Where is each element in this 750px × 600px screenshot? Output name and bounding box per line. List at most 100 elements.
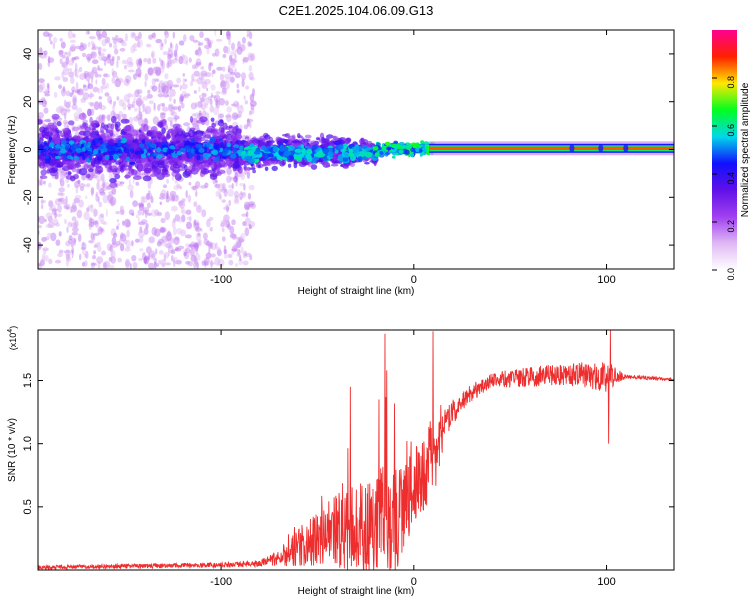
spectrogram-cell: [219, 138, 223, 142]
spectrogram-speckle: [169, 95, 172, 102]
spectrogram-speckle: [173, 194, 179, 202]
spectrogram-speckle: [185, 260, 190, 265]
spectrogram-speckle: [109, 245, 114, 252]
spectrogram-speckle: [59, 178, 65, 187]
spectrogram-speckle: [64, 203, 71, 210]
spectrogram-speckle: [55, 239, 61, 246]
spectrogram-speckle: [63, 250, 71, 254]
spectrogram-speckle: [97, 196, 100, 203]
spectrogram-speckle: [249, 203, 256, 209]
spectrogram-speckle: [180, 207, 185, 212]
spectrogram-speckle: [150, 196, 154, 204]
spectrogram-speckle: [236, 101, 240, 110]
spectrogram-cell: [384, 152, 391, 155]
spectrogram-cell: [166, 148, 172, 154]
spectrogram-speckle: [90, 52, 96, 57]
spectrogram-cell: [141, 123, 146, 128]
spectrogram-speckle: [128, 69, 135, 73]
spectrogram-speckle: [47, 83, 50, 93]
spectrogram-speckle: [93, 250, 96, 255]
spectrogram-cell: [322, 147, 329, 155]
spectrogram-speckle: [163, 30, 169, 35]
spectrogram-speckle: [203, 239, 210, 245]
spectrogram-speckle: [69, 47, 72, 57]
spectrogram-cell: [144, 167, 151, 172]
spectrogram-cell: [48, 152, 52, 156]
spectrogram-cell: [139, 143, 145, 148]
spectrogram-speckle: [139, 226, 143, 234]
spectrogram-speckle: [144, 117, 148, 126]
spectrogram-speckle: [218, 113, 224, 119]
spectrogram-speckle: [160, 112, 166, 120]
spectrogram-speckle: [227, 223, 231, 230]
spectrogram-speckle: [93, 208, 98, 218]
spectrogram-cell: [79, 125, 89, 129]
spectrogram-speckle: [97, 34, 100, 40]
spectrogram-x-axis-label: Height of straight line (km): [298, 286, 415, 297]
spectrogram-cell: [110, 115, 117, 124]
spectrogram-speckle: [205, 72, 212, 78]
spectrogram-speckle: [181, 214, 186, 223]
spectrogram-speckle: [163, 254, 166, 262]
spectrogram-cell: [39, 175, 48, 179]
spectrogram-speckle: [97, 47, 102, 55]
spectrogram-speckle: [100, 52, 105, 57]
spectrogram-speckle: [59, 58, 63, 65]
spectrogram-speckle: [152, 32, 157, 40]
spectrogram-speckle: [146, 93, 153, 99]
spectrogram-speckle: [116, 219, 120, 223]
spectrogram-speckle: [52, 42, 56, 50]
spectrogram-speckle: [123, 94, 131, 103]
spectrogram-speckle: [85, 72, 91, 82]
spectrogram-speckle: [102, 261, 107, 269]
x-tick-label: 0: [411, 274, 417, 286]
spectrogram-speckle: [71, 231, 79, 236]
spectrogram-speckle: [194, 258, 197, 265]
x-tick-label: -100: [210, 576, 232, 588]
spectrogram-speckle: [163, 184, 167, 188]
spectrogram-speckle: [177, 105, 182, 112]
spectrogram-cell: [364, 161, 370, 165]
spectrogram-cell: [282, 139, 289, 144]
spectrogram-cell: [193, 131, 198, 135]
spectrogram-speckle: [161, 262, 166, 268]
spectrogram-speckle: [117, 77, 124, 84]
spectrogram-speckle: [89, 70, 94, 80]
spectrogram-speckle: [127, 103, 134, 109]
spectrogram-speckle: [148, 236, 155, 244]
spectrogram-cell: [142, 175, 152, 182]
spectrogram-speckle: [131, 255, 137, 262]
spectrogram-speckle: [118, 110, 123, 117]
spectrogram-speckle: [221, 199, 226, 203]
spectrogram-speckle: [222, 53, 227, 59]
spectrogram-speckle: [58, 187, 65, 193]
spectrogram-speckle: [229, 233, 237, 239]
spectrogram-speckle: [209, 98, 213, 106]
spectrogram-speckle: [63, 99, 67, 108]
spectrogram-speckle: [194, 181, 201, 189]
spectrogram-speckle: [119, 47, 126, 52]
spectrogram-speckle: [128, 116, 134, 126]
spectrogram-cell: [245, 135, 249, 139]
spectrogram-speckle: [102, 179, 106, 184]
spectrogram-cell: [79, 131, 86, 135]
spectrogram-speckle: [120, 210, 125, 216]
spectrogram-cell: [146, 141, 152, 147]
spectrogram-speckle: [226, 106, 232, 113]
spectrogram-cell: [172, 153, 179, 159]
spectrogram-speckle: [61, 62, 65, 68]
spectrogram-cell: [183, 142, 190, 146]
steady-band-blip: [569, 144, 575, 153]
spectrogram-speckle: [91, 190, 94, 197]
spectrogram-speckle: [234, 195, 239, 203]
spectrogram-speckle: [174, 214, 181, 222]
spectrogram-cell: [144, 155, 151, 158]
spectrogram-speckle: [229, 76, 235, 83]
spectrogram-speckle: [80, 97, 87, 103]
spectrogram-speckle: [230, 50, 237, 56]
spectrogram-cell: [307, 162, 314, 167]
spectrogram-speckle: [249, 77, 256, 81]
spectrogram-speckle: [239, 255, 242, 262]
spectrogram-speckle: [75, 107, 83, 114]
spectrogram-speckle: [113, 232, 118, 238]
